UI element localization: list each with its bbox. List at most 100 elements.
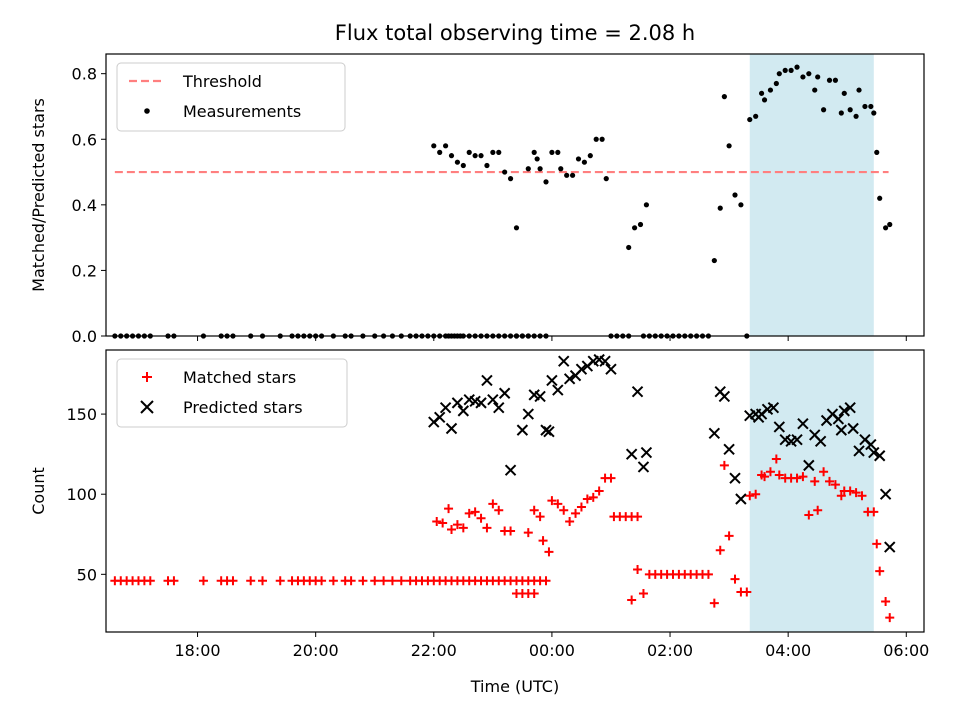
data-point bbox=[476, 513, 486, 523]
data-point bbox=[559, 505, 569, 515]
data-point bbox=[844, 401, 856, 414]
data-point bbox=[869, 507, 879, 517]
data-point bbox=[873, 450, 886, 462]
data-point bbox=[765, 467, 775, 477]
data-point bbox=[534, 390, 546, 403]
data-point bbox=[758, 90, 765, 96]
data-point bbox=[433, 411, 446, 424]
data-point bbox=[708, 427, 721, 440]
data-point bbox=[717, 205, 723, 211]
data-point bbox=[633, 565, 643, 575]
data-point bbox=[558, 166, 564, 172]
data-point bbox=[881, 597, 891, 607]
data-point bbox=[582, 494, 592, 504]
legend-swatch bbox=[144, 108, 150, 114]
data-point bbox=[711, 257, 717, 264]
data-point bbox=[482, 523, 492, 533]
y-tick-label: 0.0 bbox=[72, 327, 97, 346]
data-point bbox=[868, 103, 874, 110]
data-point bbox=[847, 107, 853, 113]
data-point bbox=[552, 384, 564, 396]
data-point bbox=[555, 149, 561, 155]
data-point bbox=[820, 107, 827, 113]
data-point bbox=[794, 64, 800, 70]
data-point bbox=[481, 374, 493, 387]
data-point bbox=[537, 166, 543, 172]
legend-box bbox=[116, 358, 348, 428]
data-point bbox=[729, 472, 741, 484]
data-point bbox=[451, 397, 464, 409]
legend-label: Matched stars bbox=[183, 368, 296, 387]
data-point bbox=[798, 472, 808, 482]
data-point bbox=[443, 143, 449, 149]
data-point bbox=[625, 448, 638, 460]
data-point bbox=[445, 422, 458, 435]
data-point bbox=[879, 488, 892, 500]
x-tick-label: 06:00 bbox=[883, 641, 929, 660]
data-point bbox=[460, 162, 466, 169]
data-point bbox=[457, 405, 470, 417]
data-point bbox=[874, 149, 880, 155]
data-point bbox=[484, 162, 490, 169]
data-point bbox=[887, 221, 893, 228]
data-point bbox=[845, 486, 855, 496]
data-point bbox=[328, 576, 338, 586]
data-point bbox=[498, 387, 511, 399]
data-point bbox=[745, 491, 755, 501]
data-point bbox=[593, 136, 599, 142]
data-point bbox=[631, 225, 638, 231]
data-point bbox=[826, 77, 833, 83]
data-point bbox=[145, 576, 155, 586]
data-point bbox=[718, 390, 731, 403]
data-point bbox=[587, 153, 593, 159]
axes-frame bbox=[105, 349, 925, 633]
x-tick-label: 00:00 bbox=[529, 641, 575, 660]
data-point bbox=[487, 393, 499, 406]
data-point bbox=[565, 516, 575, 526]
data-point bbox=[599, 355, 611, 367]
data-point bbox=[638, 589, 648, 599]
data-point bbox=[478, 153, 484, 159]
data-point bbox=[494, 505, 504, 515]
legend: Matched stars Predicted stars bbox=[116, 358, 348, 428]
data-point bbox=[715, 545, 725, 555]
data-point bbox=[847, 422, 859, 435]
data-point bbox=[576, 502, 586, 512]
data-point bbox=[549, 149, 555, 155]
data-point bbox=[564, 172, 570, 178]
y-tick-label: 50 bbox=[77, 565, 97, 584]
data-point bbox=[841, 90, 847, 96]
data-point bbox=[810, 476, 820, 486]
data-point bbox=[721, 94, 727, 100]
data-point bbox=[606, 473, 616, 483]
data-point bbox=[871, 110, 877, 116]
data-point bbox=[735, 493, 747, 505]
data-point bbox=[547, 496, 557, 506]
data-point bbox=[558, 355, 570, 367]
data-point bbox=[832, 413, 845, 425]
data-point bbox=[258, 576, 268, 586]
data-point bbox=[806, 71, 812, 77]
y-tick-label: 150 bbox=[66, 405, 97, 424]
data-point bbox=[246, 576, 256, 586]
data-point bbox=[454, 159, 461, 165]
data-point bbox=[875, 566, 885, 576]
data-point bbox=[643, 202, 650, 208]
data-point bbox=[538, 536, 548, 546]
data-point bbox=[767, 87, 774, 93]
data-point bbox=[838, 110, 844, 116]
data-point bbox=[438, 518, 448, 528]
data-point bbox=[379, 576, 389, 586]
data-point bbox=[862, 103, 868, 110]
data-point bbox=[856, 87, 862, 93]
y-tick-label: 100 bbox=[66, 485, 97, 504]
data-point bbox=[571, 508, 581, 518]
data-point bbox=[853, 113, 859, 119]
data-point bbox=[782, 67, 788, 73]
data-point bbox=[496, 149, 502, 155]
data-point bbox=[857, 491, 867, 501]
data-point bbox=[633, 512, 643, 522]
data-point bbox=[599, 136, 605, 142]
y-tick-label: 0.6 bbox=[72, 130, 97, 149]
